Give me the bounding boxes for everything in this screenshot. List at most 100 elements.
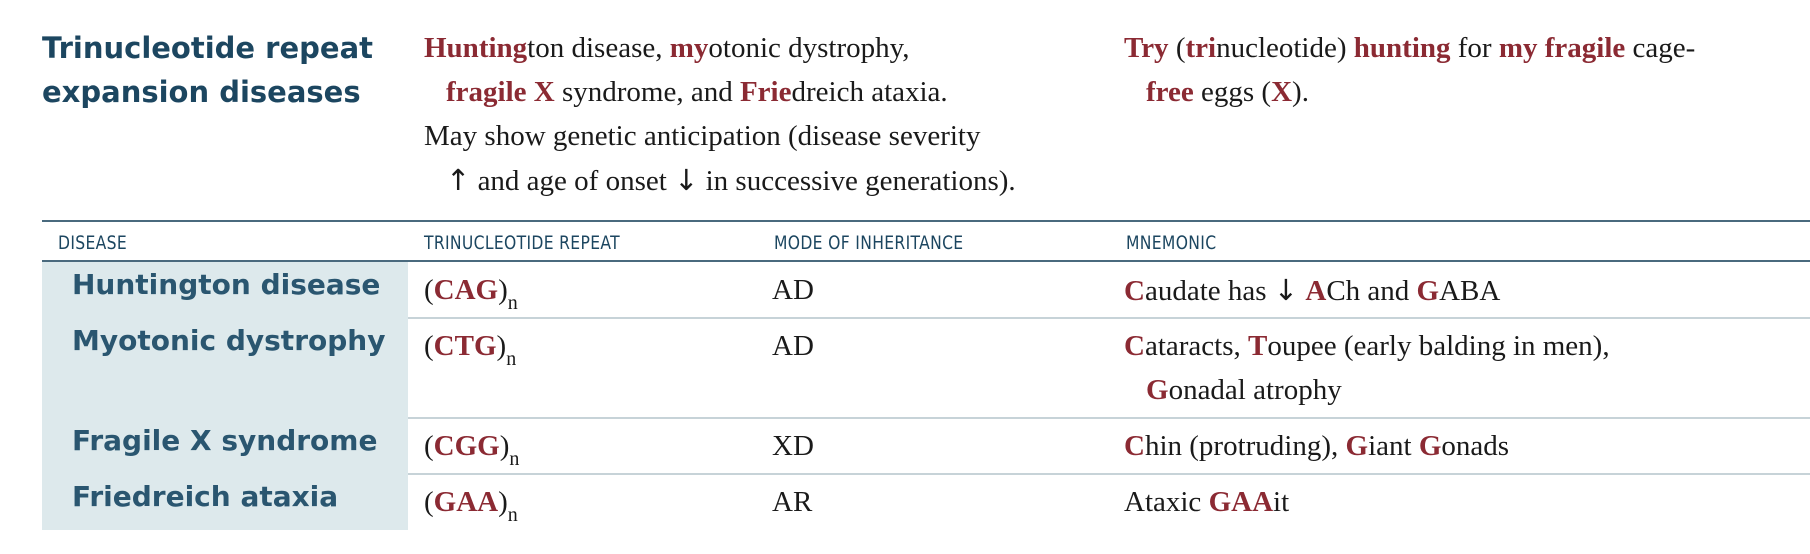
heading-line: Trinucleotide repeat <box>42 31 374 65</box>
highlight-text: my <box>669 32 709 64</box>
highlight-text: G <box>1416 275 1440 307</box>
mode-cell: AD <box>772 330 814 362</box>
table-row: Friedreich ataxia (GAA)n AR Ataxic GAAit <box>0 474 1810 530</box>
paren: ) <box>498 274 508 306</box>
repeat-cell: (CAG)n <box>424 268 518 325</box>
highlight-text: X <box>1271 76 1293 108</box>
repeat-cell: (CTG)n <box>424 324 516 381</box>
disease-cell <box>42 318 408 418</box>
mnemonic-cell: Cataracts, Toupee (early balding in men)… <box>1124 324 1610 412</box>
highlight-text: GAA <box>1208 486 1274 518</box>
text: Ataxic <box>1124 486 1209 518</box>
repeat-code: CTG <box>433 330 497 362</box>
description-line: Huntington disease, myotonic dystrophy, <box>424 26 1104 70</box>
disease-name: Myotonic dystrophy <box>72 324 386 357</box>
mnemonic-block: Try (trinucleotide) hunting for my fragi… <box>1124 26 1804 114</box>
highlight-text: G <box>1345 430 1369 462</box>
text: onadal atrophy <box>1168 374 1342 406</box>
paren: ) <box>498 486 508 518</box>
column-header-mode: MODE OF INHERITANCE <box>774 232 964 254</box>
highlight-text: Try <box>1124 32 1169 64</box>
text: ABA <box>1439 275 1501 307</box>
text: in successive generations). <box>698 165 1016 197</box>
disease-name: Fragile X syndrome <box>72 424 378 457</box>
highlight-text: G <box>1418 430 1442 462</box>
description-line: May show genetic anticipation (disease s… <box>424 120 981 152</box>
repeat-code: CGG <box>433 430 500 462</box>
text: for <box>1450 32 1499 64</box>
mnemonic-line: Gonadal atrophy <box>1124 368 1610 412</box>
description-line: ↑ and age of onset ↓ in successive gener… <box>424 158 1104 203</box>
text: cage- <box>1625 32 1696 64</box>
text: it <box>1273 486 1290 518</box>
table-row: Myotonic dystrophy (CTG)n AD Cataracts, … <box>0 318 1810 419</box>
text: audate has <box>1144 275 1274 307</box>
disease-name: Huntington disease <box>72 268 381 301</box>
arrow-down-icon: ↓ <box>674 163 699 197</box>
table-row: Huntington disease (CAG)n AD Caudate has… <box>0 262 1810 319</box>
repeat-subscript: n <box>507 292 518 314</box>
highlight-text: C <box>1124 275 1145 307</box>
repeat-code: CAG <box>433 274 499 306</box>
paren: ( <box>424 330 434 362</box>
arrow-up-icon: ↑ <box>446 163 471 197</box>
text: Ch and <box>1326 275 1417 307</box>
text: and age of onset <box>470 165 675 197</box>
table-row: Fragile X syndrome (CGG)n XD Chin (protr… <box>0 418 1810 475</box>
disease-cell <box>42 262 408 318</box>
repeat-cell: (CGG)n <box>424 424 519 481</box>
mnemonic-line: Cataracts, Toupee (early balding in men)… <box>1124 324 1610 368</box>
row-divider <box>408 417 1810 419</box>
highlight-text: my fragile <box>1498 32 1626 64</box>
disease-name: Friedreich ataxia <box>72 480 339 513</box>
paren: ) <box>499 430 510 462</box>
disease-cell <box>42 474 408 530</box>
mnemonic-cell: Ataxic GAAit <box>1124 480 1289 524</box>
arrow-down-icon: ↓ <box>1273 273 1299 307</box>
mode-cell: AR <box>772 486 813 518</box>
table-header-rule <box>42 260 1810 262</box>
column-header-disease: DISEASE <box>58 232 128 254</box>
text: nucleotide) <box>1216 32 1354 64</box>
repeat-subscript: n <box>507 504 518 526</box>
mnemonic-line: free eggs (X). <box>1124 70 1804 114</box>
row-divider <box>408 473 1810 475</box>
highlight-text: hunting <box>1353 32 1451 64</box>
text: ). <box>1292 76 1309 108</box>
text: iant <box>1368 430 1419 462</box>
highlight-text: Frie <box>739 76 792 108</box>
section-heading: Trinucleotide repeat expansion diseases <box>42 26 402 114</box>
highlight-text: G <box>1146 374 1169 406</box>
mnemonic-cell: Chin (protruding), Giant Gonads <box>1124 424 1509 468</box>
highlight-text: C <box>1124 430 1145 462</box>
repeat-subscript: n <box>506 348 517 370</box>
highlight-text: C <box>1124 330 1145 362</box>
highlight-text: free <box>1146 76 1194 108</box>
highlight-text: fragile X <box>446 76 555 108</box>
repeat-cell: (GAA)n <box>424 480 518 537</box>
highlight-text: tri <box>1185 32 1217 64</box>
text: hin (protruding), <box>1144 430 1346 462</box>
paren: ( <box>424 274 434 306</box>
repeat-subscript: n <box>509 448 520 470</box>
text: ataracts, <box>1144 330 1248 362</box>
paren: ) <box>496 330 507 362</box>
column-header-repeat: TRINUCLEOTIDE REPEAT <box>424 232 621 254</box>
text: eggs ( <box>1193 76 1272 108</box>
description-block: Huntington disease, myotonic dystrophy, … <box>424 26 1104 203</box>
mode-cell: AD <box>772 274 814 306</box>
mnemonic-line: Try (trinucleotide) hunting for my fragi… <box>1124 26 1804 70</box>
text: ton disease, <box>527 32 670 64</box>
highlight-text: T <box>1248 330 1268 362</box>
row-divider <box>408 317 1810 319</box>
repeat-code: GAA <box>433 486 499 518</box>
mode-cell: XD <box>772 430 814 462</box>
table-top-rule <box>42 220 1810 222</box>
column-header-mnemonic: MNEMONIC <box>1126 232 1217 254</box>
text: dreich ataxia. <box>791 76 948 108</box>
paren: ( <box>424 430 434 462</box>
heading-line: expansion diseases <box>42 75 361 109</box>
text: syndrome, and <box>554 76 740 108</box>
disease-cell <box>42 418 408 474</box>
text: otonic dystrophy, <box>708 32 910 64</box>
